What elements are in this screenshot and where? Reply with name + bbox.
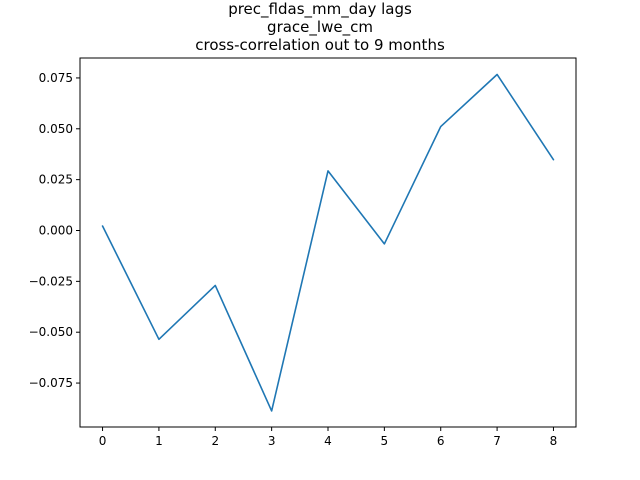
y-tick-label: −0.075 [29,376,73,390]
x-tick-label: 1 [155,434,163,448]
x-tick-label: 2 [211,434,219,448]
y-tick-label: 0.025 [39,173,73,187]
series-line [101,73,555,412]
title-line-2: grace_lwe_cm [267,18,373,36]
plot-area-border [79,57,577,428]
y-tick-label: −0.025 [29,274,73,288]
y-tick-label: 0.075 [39,71,73,85]
x-tick-label: 4 [324,434,332,448]
title-line-1: prec_fldas_mm_day lags [228,0,412,18]
series-group [101,73,555,412]
tick-group: 0 1 2 3 4 5 6 7 8 −0.075 −0.050 −0.025 0.000 0.025 0.0… [29,71,558,448]
x-tick-label: 3 [268,434,276,448]
y-tick-label: −0.050 [29,325,73,339]
x-tick-label: 5 [381,434,389,448]
x-tick-label: 7 [493,434,501,448]
chart-title: prec_fldas_mm_day lags grace_lwe_cm cros… [0,0,640,54]
x-tick-label: 6 [437,434,445,448]
x-tick-label: 8 [550,434,558,448]
y-tick-label: 0.000 [39,223,73,237]
title-line-3: cross-correlation out to 9 months [195,36,445,54]
axes-frame [79,57,577,428]
x-tick-label: 0 [99,434,107,448]
y-tick-label: 0.050 [39,122,73,136]
